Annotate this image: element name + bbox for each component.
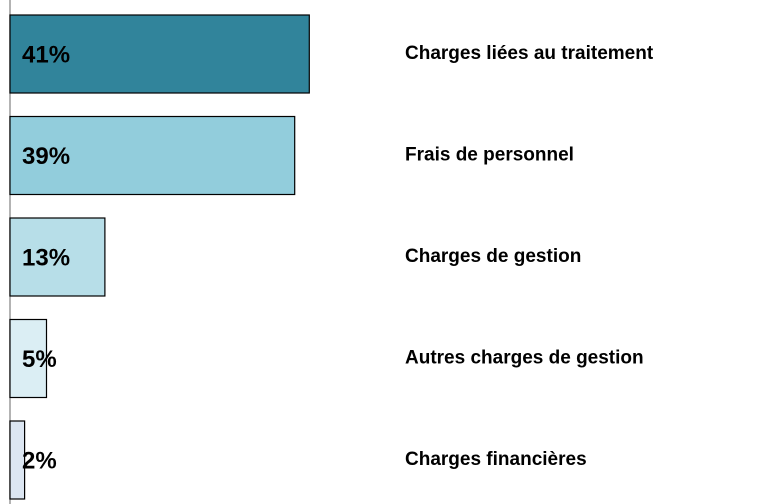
bar	[9, 14, 310, 94]
value-label: 5%	[22, 346, 57, 373]
category-label: Charges liées au traitement	[405, 43, 654, 64]
category-label: Charges de gestion	[405, 246, 581, 267]
category-label: Autres charges de gestion	[405, 348, 644, 369]
value-label: 13%	[22, 244, 70, 271]
value-label: 39%	[22, 143, 70, 170]
category-label: Charges financières	[405, 449, 587, 470]
bar	[9, 420, 26, 500]
value-label: 41%	[22, 41, 70, 68]
value-label: 2%	[22, 447, 57, 474]
bar	[9, 115, 296, 196]
category-label: Frais de personnel	[405, 145, 574, 166]
bar	[9, 318, 48, 399]
bar	[9, 217, 106, 297]
